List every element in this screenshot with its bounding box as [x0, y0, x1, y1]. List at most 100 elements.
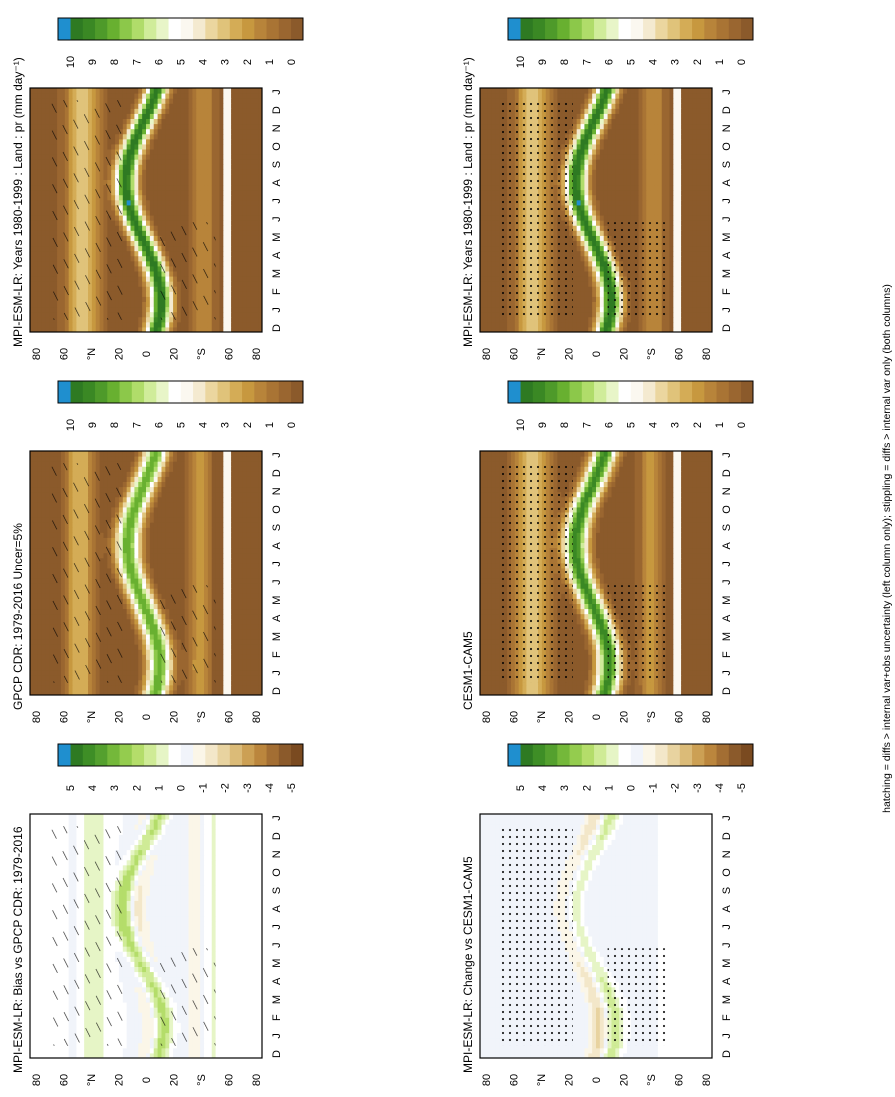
heatmap-cell	[149, 184, 155, 191]
heatmap-cell	[207, 194, 213, 201]
lat-tick-label: 80	[31, 348, 43, 360]
heatmap-cell	[646, 164, 651, 170]
heatmap-cell	[146, 265, 151, 272]
heatmap-cell	[572, 230, 578, 236]
heatmap-cell	[134, 128, 139, 135]
heatmap-cell	[669, 271, 674, 277]
heatmap-cell	[142, 199, 147, 206]
heatmap-cell	[126, 143, 132, 150]
colorbar-swatch	[143, 18, 157, 40]
heatmap-cell	[149, 93, 155, 99]
heatmap-cell	[215, 199, 220, 206]
heatmap-cell	[30, 276, 35, 282]
heatmap-cell	[126, 108, 132, 114]
heatmap-cell	[211, 123, 217, 130]
heatmap-cell	[254, 138, 259, 145]
heatmap-cell	[592, 326, 597, 333]
colorbar-swatch	[107, 18, 120, 40]
heatmap-cell	[153, 281, 159, 287]
heatmap-cell	[149, 230, 155, 236]
heatmap-cell	[704, 271, 709, 277]
heatmap-cell	[169, 88, 174, 94]
heatmap-cell	[192, 164, 197, 170]
heatmap-cell	[134, 260, 139, 267]
heatmap-cell	[495, 321, 500, 328]
heatmap-cell	[696, 316, 701, 323]
heatmap-cell	[45, 286, 50, 292]
heatmap-cell	[80, 326, 85, 333]
heatmap-cell	[169, 169, 174, 175]
heatmap-cell	[231, 326, 236, 333]
heatmap-cell	[238, 281, 244, 287]
heatmap-cell	[33, 169, 39, 175]
heatmap-cell	[254, 215, 259, 221]
heatmap-cell	[33, 220, 39, 226]
heatmap-cell	[219, 189, 224, 196]
heatmap-cell	[588, 194, 593, 201]
heatmap-cell	[254, 250, 259, 257]
heatmap-cell	[204, 210, 209, 216]
heatmap-cell	[142, 108, 147, 114]
heatmap-cell	[708, 215, 713, 221]
heatmap-cell	[572, 281, 578, 287]
heatmap-cell	[180, 98, 186, 104]
heatmap-cell	[487, 316, 493, 323]
heatmap-cell	[258, 154, 263, 160]
heatmap-cell	[234, 296, 240, 302]
heatmap-cell	[200, 118, 205, 125]
heatmap-cell	[153, 230, 159, 236]
heatmap-cell	[149, 179, 155, 186]
heatmap-cell	[599, 276, 605, 282]
heatmap-cell	[153, 159, 159, 165]
heatmap-cell	[41, 240, 46, 247]
heatmap-cell	[246, 194, 251, 201]
heatmap-cell	[588, 215, 593, 221]
heatmap-cell	[146, 88, 151, 94]
heatmap-cell	[704, 199, 709, 206]
heatmap-cell	[684, 189, 690, 196]
heatmap-cell	[227, 271, 232, 277]
heatmap-cell	[238, 169, 244, 175]
colorbar-tick-label: 6	[603, 59, 615, 65]
heatmap-cell	[677, 164, 682, 170]
heatmap-cell	[45, 225, 50, 231]
heatmap-cell	[234, 286, 240, 292]
heatmap-cell	[142, 143, 147, 150]
heatmap-cell	[219, 149, 224, 155]
heatmap-cell	[122, 255, 128, 262]
heatmap-cell	[169, 321, 174, 328]
heatmap-cell	[684, 276, 690, 282]
heatmap-cell	[673, 291, 678, 297]
heatmap-cell	[231, 235, 236, 241]
heatmap-cell	[700, 199, 705, 206]
heatmap-cell	[204, 118, 209, 125]
heatmap-cell	[138, 184, 143, 191]
heatmap-cell	[684, 235, 690, 241]
heatmap-cell	[153, 326, 159, 333]
heatmap-cell	[708, 255, 713, 262]
heatmap-cell	[518, 321, 524, 328]
heatmap-cell	[673, 265, 678, 272]
heatmap-cell	[234, 276, 240, 282]
heatmap-cell	[33, 230, 39, 236]
month-tick-label: J	[271, 89, 283, 95]
heatmap-cell	[215, 301, 220, 308]
heatmap-cell	[623, 321, 628, 328]
heatmap-cell	[219, 286, 224, 292]
heatmap-cell	[634, 326, 640, 333]
heatmap-cell	[122, 306, 128, 313]
heatmap-cell	[491, 296, 496, 302]
heatmap-cell	[200, 194, 205, 201]
heatmap-cell	[234, 306, 240, 313]
heatmap-cell	[677, 199, 682, 206]
heatmap-cell	[487, 311, 493, 318]
heatmap-cell	[684, 199, 690, 206]
heatmap-cell	[33, 316, 39, 323]
heatmap-cell	[254, 133, 259, 140]
heatmap-cell	[149, 210, 155, 216]
heatmap-cell	[696, 220, 701, 226]
heatmap-cell	[41, 194, 46, 201]
heatmap-cell	[176, 215, 182, 221]
heatmap-cell	[231, 164, 236, 170]
lat-tick-label: °N	[86, 348, 98, 360]
